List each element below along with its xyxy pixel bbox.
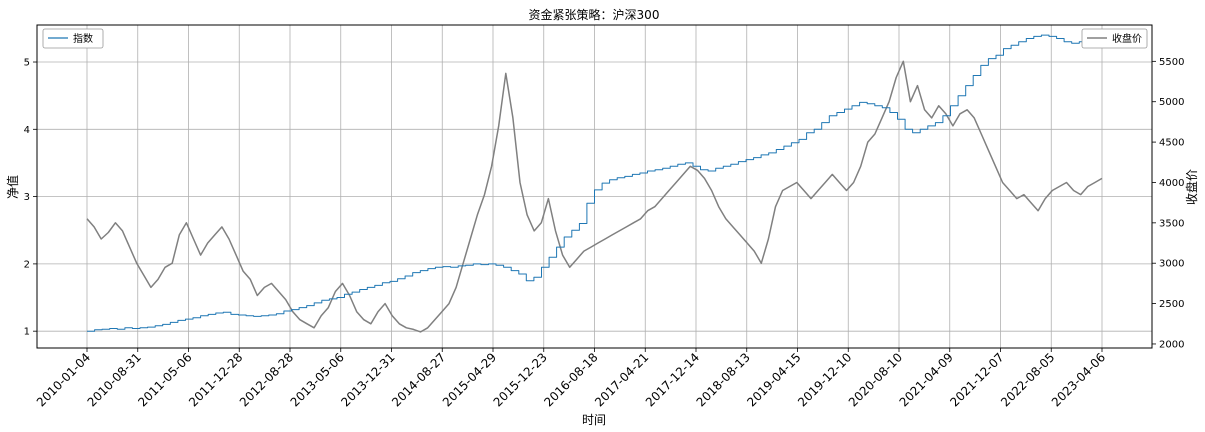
y-right-tick-label: 2500 <box>1159 299 1184 310</box>
x-axis-title: 时间 <box>582 413 606 427</box>
y-axis-left-title: 净值 <box>5 175 20 199</box>
y-right-tick-label: 3000 <box>1159 259 1184 270</box>
legend-right-label: 收盘价 <box>1112 32 1142 45</box>
series-area <box>86 34 1103 333</box>
legend-left: 指数 <box>42 28 104 49</box>
y-left-tick-label: 4 <box>24 125 30 136</box>
legend-left-label: 指数 <box>73 32 93 45</box>
y-axis-right: 2000 2500 3000 3500 4000 4500 5000 5500 <box>1152 57 1184 350</box>
y-right-tick-label: 4500 <box>1159 138 1184 149</box>
gridlines <box>37 25 1152 348</box>
y-right-tick-label: 4000 <box>1159 178 1184 189</box>
y-right-tick-label: 5000 <box>1159 97 1184 108</box>
y-right-tick-label: 5500 <box>1159 57 1184 68</box>
series-net-value-line <box>87 34 1103 332</box>
y-axis-right-title: 收盘价 <box>1184 169 1199 205</box>
y-right-tick-label: 2000 <box>1159 339 1184 350</box>
y-left-tick-label: 1 <box>24 327 30 338</box>
chart-title: 资金紧张策略：沪深300 <box>529 7 660 22</box>
y-axis-left: 1 2 3 4 5 <box>24 58 37 338</box>
series-close-price-line <box>86 60 1103 333</box>
y-left-tick-label: 3 <box>24 192 30 203</box>
y-right-tick-label: 3500 <box>1159 218 1184 229</box>
legend-right: 收盘价 <box>1081 28 1148 49</box>
y-left-tick-label: 2 <box>24 259 30 270</box>
y-left-tick-label: 5 <box>24 58 30 69</box>
